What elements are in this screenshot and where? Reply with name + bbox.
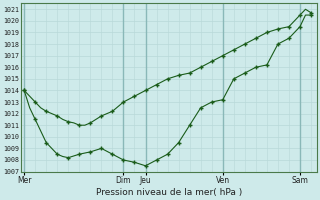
- X-axis label: Pression niveau de la mer( hPa ): Pression niveau de la mer( hPa ): [96, 188, 242, 197]
